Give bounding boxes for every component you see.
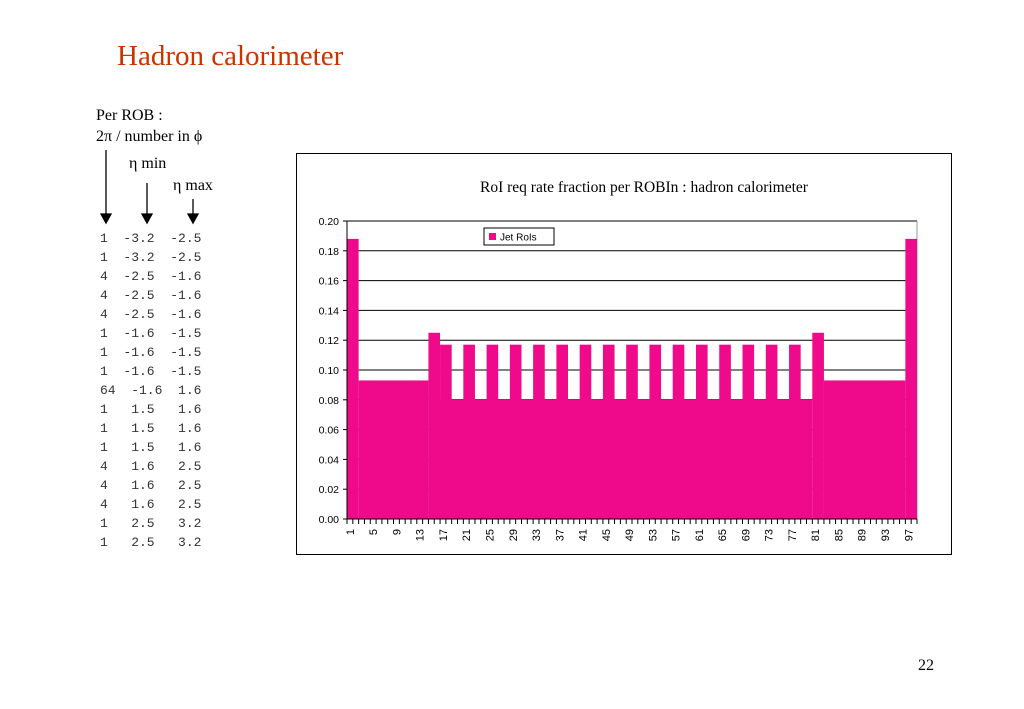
rob-table-row: 4 1.6 2.5 xyxy=(100,497,202,512)
y-tick-label: 0.14 xyxy=(319,305,340,317)
rob-table-row: 1 -1.6 -1.5 xyxy=(100,364,202,379)
per-rob-formula: 2π / number in ϕ xyxy=(96,128,203,145)
y-tick-label: 0.16 xyxy=(319,276,340,288)
chart-panel: RoI req rate fraction per ROBIn : hadron… xyxy=(296,153,952,555)
bar-peak xyxy=(579,344,592,519)
bar-peak xyxy=(719,344,731,519)
bar-peak xyxy=(602,344,615,519)
x-tick-label: 25 xyxy=(485,529,497,541)
rob-table-row: 1 2.5 3.2 xyxy=(100,516,202,531)
rob-table-row: 1 1.5 1.6 xyxy=(100,402,202,417)
rob-table-row: 4 -2.5 -1.6 xyxy=(100,288,202,303)
rob-table-row: 4 -2.5 -1.6 xyxy=(100,269,202,284)
x-tick-label: 49 xyxy=(624,529,636,541)
rob-table-row: 1 -1.6 -1.5 xyxy=(100,345,202,360)
bar-peak xyxy=(509,344,522,519)
x-tick-label: 21 xyxy=(461,529,473,541)
bar-peak xyxy=(765,344,778,519)
number-column-arrowhead xyxy=(99,213,113,225)
x-tick-label: 89 xyxy=(857,529,869,541)
x-tick-label: 17 xyxy=(438,529,450,541)
x-tick-label: 41 xyxy=(578,529,590,541)
y-tick-label: 0.04 xyxy=(319,454,340,466)
x-tick-label: 93 xyxy=(880,529,892,541)
x-tick-label: 5 xyxy=(368,529,380,535)
rob-table-row: 1 -1.6 -1.5 xyxy=(100,326,202,341)
bar-peak xyxy=(695,344,708,519)
bar-segment xyxy=(428,332,441,519)
rob-eta-table: 1 -3.2 -2.5 1 -3.2 -2.5 4 -2.5 -1.6 4 -2.5 … xyxy=(100,229,201,552)
bar-segment xyxy=(823,380,906,519)
x-tick-label: 13 xyxy=(415,529,427,541)
legend-swatch xyxy=(489,233,496,240)
x-tick-label: 45 xyxy=(601,529,613,541)
legend-box xyxy=(483,227,555,246)
per-rob-note: Per ROB : 2π / number in ϕ xyxy=(96,105,202,147)
bar-peak xyxy=(533,344,545,519)
y-tick-label: 0.18 xyxy=(319,246,340,258)
rob-table-row: 1 2.5 3.2 xyxy=(100,535,202,550)
rob-table-row: 4 1.6 2.5 xyxy=(100,459,202,474)
rob-table-row: 1 -3.2 -2.5 xyxy=(100,250,202,265)
y-tick-label: 0.12 xyxy=(319,335,340,347)
x-tick-label: 97 xyxy=(903,529,915,541)
bar-peak xyxy=(742,344,755,519)
bar-peak xyxy=(556,344,569,519)
x-tick-label: 85 xyxy=(833,529,845,541)
y-tick-label: 0.08 xyxy=(319,395,340,407)
x-tick-label: 29 xyxy=(508,529,520,541)
rob-table-row: 4 -2.5 -1.6 xyxy=(100,307,202,322)
rob-table-row: 64 -1.6 1.6 xyxy=(100,383,202,398)
eta-min-arrowhead xyxy=(140,213,154,225)
page-number: 22 xyxy=(918,657,934,674)
column-arrows xyxy=(99,150,200,225)
bar-peak xyxy=(626,344,638,519)
eta-max-label: η max xyxy=(173,177,213,194)
x-tick-label: 81 xyxy=(810,529,822,541)
eta-min-label: η min xyxy=(129,155,167,172)
bar-peak xyxy=(649,344,662,519)
x-tick-label: 53 xyxy=(647,529,659,541)
bar-segment xyxy=(812,332,824,519)
bar-segment xyxy=(347,238,359,519)
rate-fraction-chart: RoI req rate fraction per ROBIn : hadron… xyxy=(319,179,918,541)
bar-segment xyxy=(905,238,917,519)
bar-peak xyxy=(463,344,475,519)
eta-max-arrowhead xyxy=(186,213,200,225)
rob-table-row: 4 1.6 2.5 xyxy=(100,478,202,493)
rob-table-row: 1 -3.2 -2.5 xyxy=(100,231,202,246)
x-tick-label: 1 xyxy=(345,529,357,535)
y-tick-label: 0.10 xyxy=(319,365,340,377)
x-tick-label: 37 xyxy=(554,529,566,541)
per-rob-label: Per ROB : xyxy=(96,107,163,124)
y-tick-label: 0.02 xyxy=(319,484,340,496)
legend-label: Jet RoIs xyxy=(500,233,537,244)
x-tick-label: 77 xyxy=(787,529,799,541)
y-tick-label: 0.06 xyxy=(319,425,340,437)
y-tick-label: 0.00 xyxy=(319,514,340,526)
x-tick-label: 65 xyxy=(717,529,729,541)
x-tick-label: 9 xyxy=(391,529,403,535)
chart-title: RoI req rate fraction per ROBIn : hadron… xyxy=(480,179,809,196)
bar-peak xyxy=(440,344,452,519)
y-tick-label: 0.20 xyxy=(319,216,340,228)
bar-peak xyxy=(672,344,685,519)
bar-peak xyxy=(486,344,499,519)
bar-segment xyxy=(358,380,429,519)
slide-title: Hadron calorimeter xyxy=(117,40,344,72)
rob-table-row: 1 1.5 1.6 xyxy=(100,440,202,455)
x-tick-label: 33 xyxy=(531,529,543,541)
bar-peak xyxy=(789,344,801,519)
x-tick-label: 61 xyxy=(694,529,706,541)
x-tick-label: 73 xyxy=(764,529,776,541)
x-tick-label: 57 xyxy=(671,529,683,541)
rob-table-row: 1 1.5 1.6 xyxy=(100,421,202,436)
x-tick-label: 69 xyxy=(740,529,752,541)
